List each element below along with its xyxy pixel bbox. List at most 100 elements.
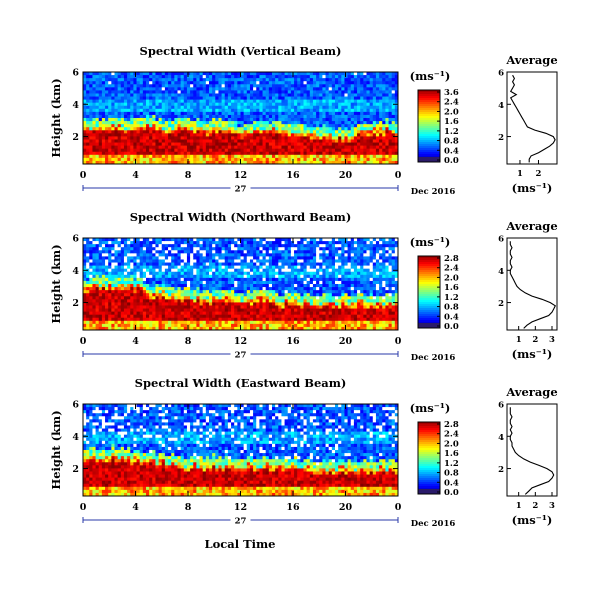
heatmap-cell (357, 151, 361, 156)
heatmap-cell (101, 277, 106, 282)
heatmap-cell (183, 299, 188, 303)
heatmap-cell (193, 302, 197, 306)
heatmap-cell (152, 250, 156, 254)
heatmap-cell (127, 299, 131, 303)
heatmap-cell (136, 287, 141, 291)
heatmap-cell (259, 114, 263, 119)
heatmap-cell (202, 290, 207, 294)
heatmap-cell (180, 317, 185, 322)
heatmap-cell (120, 133, 125, 137)
heatmap-cell (108, 265, 112, 270)
heatmap-cell (246, 114, 251, 119)
heatmap-cell (243, 90, 248, 94)
heatmap-cell (152, 244, 156, 248)
heatmap-cell (83, 105, 87, 110)
heatmap-cell (83, 271, 87, 276)
heatmap-cell (190, 268, 194, 273)
heatmap-cell (168, 142, 172, 146)
heatmap-cell (363, 148, 367, 153)
heatmap-cell (183, 293, 188, 297)
heatmap-cell (171, 93, 175, 97)
heatmap-cell (174, 302, 178, 306)
heatmap-cell (353, 108, 358, 113)
heatmap-cell (290, 105, 295, 110)
heatmap-cell (388, 136, 393, 140)
heatmap-cell (136, 311, 141, 316)
heatmap-cell (278, 308, 282, 312)
heatmap-cell (281, 99, 285, 104)
heatmap-cell (357, 160, 361, 165)
heatmap-cell (152, 78, 156, 82)
heatmap-cell (221, 118, 226, 122)
heatmap-cell (149, 81, 153, 85)
heatmap-cell (240, 262, 245, 266)
heatmap-cell (391, 78, 396, 82)
heatmap-cell (149, 75, 153, 79)
heatmap-cell (249, 84, 254, 88)
heatmap-cell (394, 99, 399, 104)
heatmap-cell (186, 81, 191, 85)
panel-title: Spectral Width (Northward Beam) (130, 210, 352, 224)
heatmap-cell (136, 133, 141, 137)
heatmap-cell (180, 145, 185, 150)
heatmap-cell (193, 320, 197, 325)
heatmap-cell (136, 317, 141, 322)
heatmap-cell (281, 121, 285, 125)
heatmap-cell (92, 265, 96, 270)
heatmap-cell (89, 72, 93, 76)
heatmap-cell (218, 311, 222, 316)
heatmap-cell (139, 102, 144, 107)
heatmap-cell (146, 247, 150, 251)
heatmap-cell (152, 284, 156, 288)
heatmap-cell (130, 157, 134, 162)
heatmap-cell (259, 84, 263, 88)
heatmap-cell (202, 160, 207, 165)
heatmap-cell (328, 157, 333, 162)
heatmap-cell (180, 160, 185, 165)
heatmap-cell (117, 320, 122, 325)
heatmap-cell (199, 268, 204, 273)
heatmap-cell (161, 299, 166, 303)
heatmap-cell (246, 142, 251, 146)
heatmap-cell (278, 81, 282, 85)
heatmap-cell (322, 151, 326, 156)
heatmap-cell (101, 250, 106, 254)
heatmap-cell (139, 160, 144, 165)
heatmap-cell (300, 124, 304, 128)
heatmap-cell (278, 78, 282, 82)
heatmap-cell (262, 133, 267, 137)
heatmap-cell (215, 96, 219, 100)
heatmap-cell (105, 274, 109, 279)
heatmap-cell (331, 108, 336, 113)
heatmap-cell (83, 241, 87, 245)
heatmap-cell (123, 238, 128, 242)
heatmap-cell (212, 90, 216, 94)
heatmap-cell (98, 151, 103, 156)
heatmap-cell (171, 78, 175, 82)
heatmap-cell (168, 108, 172, 113)
heatmap-cell (253, 280, 257, 285)
heatmap-cell (164, 323, 169, 328)
heatmap-cell (89, 90, 93, 94)
heatmap-cell (190, 124, 194, 128)
heatmap-cell (268, 87, 273, 91)
heatmap-cell (130, 271, 134, 276)
heatmap-cell (237, 323, 241, 328)
heatmap-cell (300, 142, 304, 146)
heatmap-cell (105, 160, 109, 165)
heatmap-cell (120, 105, 125, 110)
heatmap-cell (375, 102, 380, 107)
heatmap-cell (86, 299, 90, 303)
heatmap-cell (139, 139, 144, 143)
heatmap-cell (234, 127, 238, 131)
heatmap-cell (316, 154, 320, 159)
heatmap-cell (360, 114, 364, 119)
heatmap-cell (309, 127, 314, 131)
heatmap-cell (328, 75, 333, 79)
heatmap-cell (133, 93, 137, 97)
heatmap-cell (246, 133, 251, 137)
heatmap-cell (149, 250, 153, 254)
heatmap-cell (174, 253, 178, 257)
heatmap-cell (136, 148, 141, 153)
heatmap-cell (325, 157, 330, 162)
